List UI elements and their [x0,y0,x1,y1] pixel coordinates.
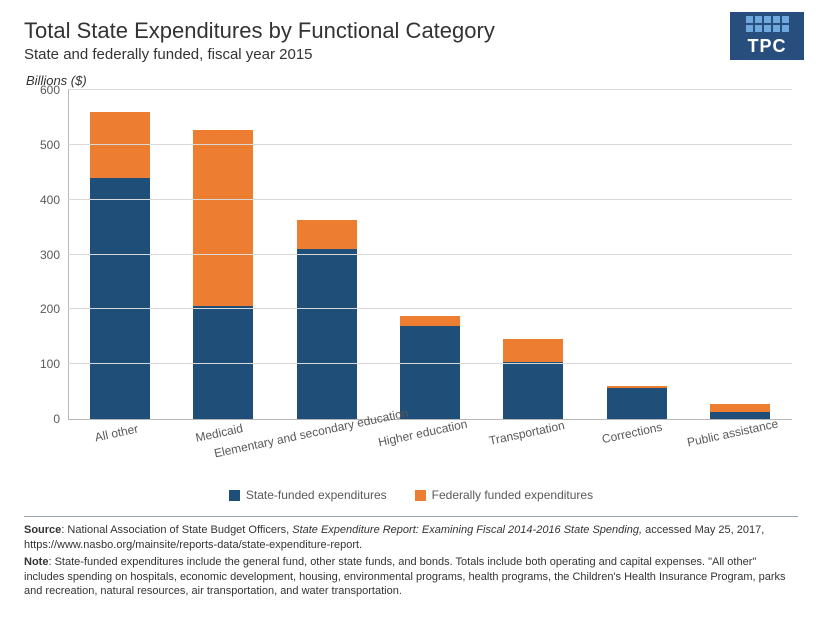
gridline [68,363,792,364]
logo-dots-row [746,16,789,23]
x-tick-label: Corrections [600,420,663,446]
y-tick-label: 500 [40,138,60,152]
x-label-slot: Elementary and secondary education [275,420,378,494]
bar-segment-state [607,388,667,419]
y-tick-label: 100 [40,357,60,371]
logo-text: TPC [748,36,787,57]
note-label: Note [24,556,48,568]
chart-subtitle: State and federally funded, fiscal year … [24,46,798,63]
stacked-bar [710,404,770,419]
bar-segment-federal [710,404,770,413]
bar-segment-federal [90,112,150,178]
bar-segment-federal [503,339,563,362]
y-tick-label: 200 [40,302,60,316]
x-tick-label: Higher education [377,417,469,450]
chart-title: Total State Expenditures by Functional C… [24,18,798,44]
x-tick-label: All other [93,422,139,445]
gridline [68,254,792,255]
stacked-bar [297,220,357,419]
gridline [68,144,792,145]
gridline [68,89,792,90]
footer: Source: National Association of State Bu… [24,516,798,599]
bar-segment-federal [297,220,357,249]
stacked-bar [503,339,563,419]
x-tick-label: Transportation [488,418,566,448]
source-label: Source [24,524,61,536]
logo-dots-row [746,25,789,32]
x-label-slot: Public assistance [689,420,792,494]
y-tick-label: 0 [53,412,60,426]
bar-chart: 0100200300400500600 [68,90,792,420]
bar-segment-federal [400,316,460,326]
y-tick-label: 600 [40,83,60,97]
bar-slot [378,90,481,419]
bar-segment-federal [193,130,253,306]
y-axis-label: Billions ($) [26,73,798,88]
bar-slot [275,90,378,419]
x-label-slot: Corrections [585,420,688,494]
source-text-prefix: : National Association of State Budget O… [61,524,292,536]
x-label-slot: All other [68,420,171,494]
x-axis-labels: All otherMedicaidElementary and secondar… [68,420,792,494]
x-label-slot: Higher education [378,420,481,494]
source-italic: State Expenditure Report: Examining Fisc… [292,524,642,536]
bar-slot [689,90,792,419]
stacked-bar [90,112,150,419]
bar-segment-state [400,326,460,420]
stacked-bar [607,386,667,419]
bar-segment-state [503,362,563,419]
x-label-slot: Transportation [482,420,585,494]
gridline [68,308,792,309]
y-tick-label: 300 [40,248,60,262]
y-tick-label: 400 [40,193,60,207]
x-tick-label: Public assistance [686,417,780,450]
stacked-bar [400,316,460,419]
bar-slot [171,90,274,419]
bar-segment-state [710,412,770,419]
bar-slot [585,90,688,419]
gridline [68,199,792,200]
tpc-logo: TPC [730,12,804,60]
note-text: : State-funded expenditures include the … [24,556,786,598]
bar-slot [482,90,585,419]
stacked-bar [193,130,253,419]
bar-segment-state [90,178,150,419]
plot-area [68,90,792,419]
bar-segment-state [297,249,357,420]
bar-slot [68,90,171,419]
